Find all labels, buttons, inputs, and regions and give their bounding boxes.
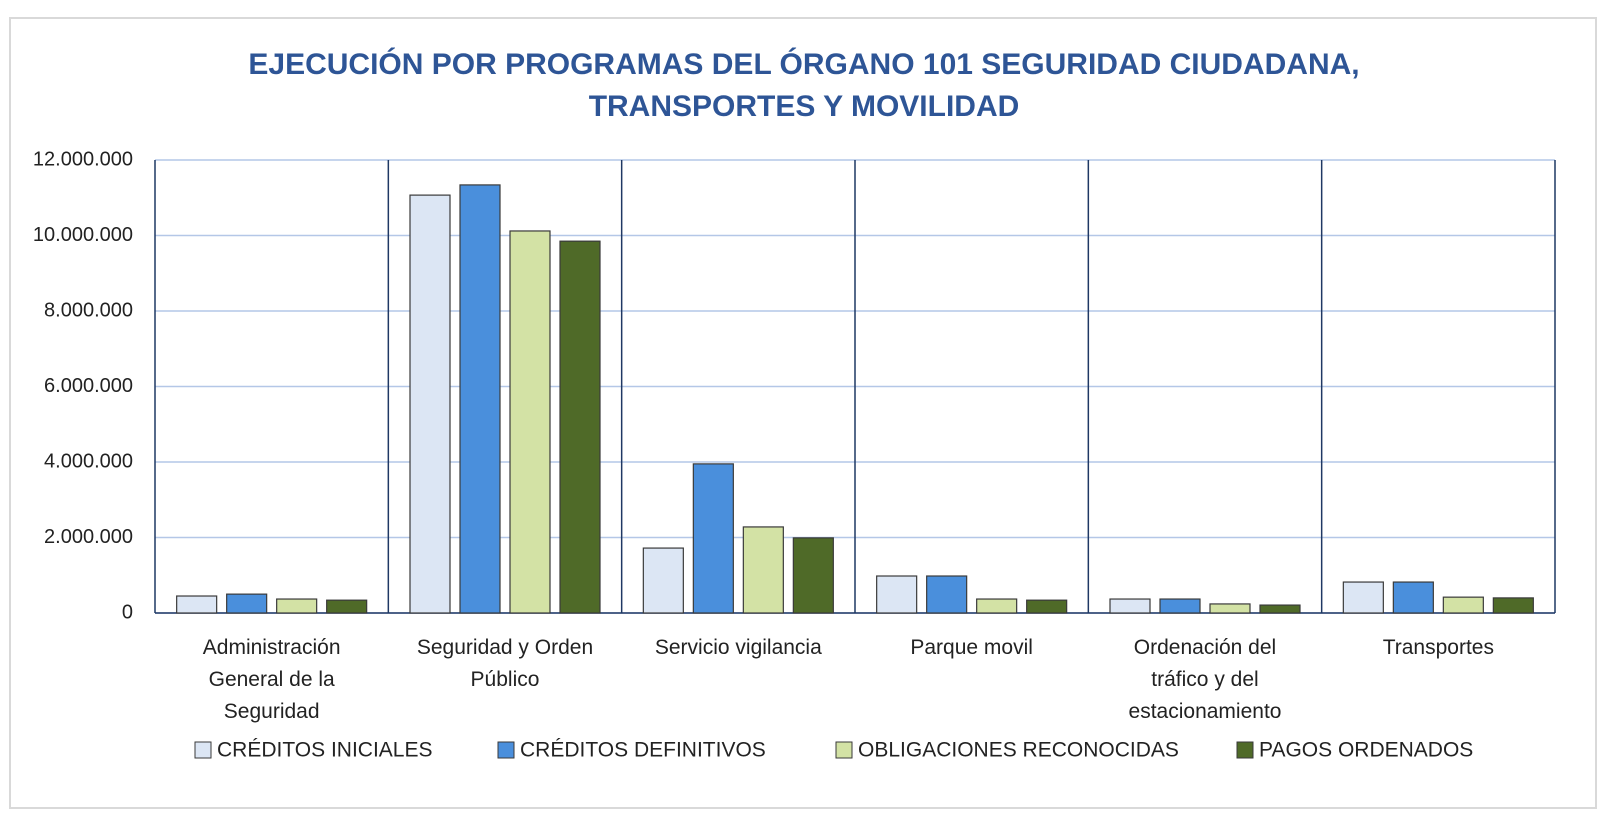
bar <box>326 599 368 614</box>
x-tick-label: Transportes <box>1382 636 1494 659</box>
bar <box>642 547 684 614</box>
bar <box>692 463 734 614</box>
x-tick-label: Ordenación del tráfico y del estacionami… <box>1128 636 1282 723</box>
bar <box>1159 598 1201 614</box>
bar <box>1342 581 1384 614</box>
y-tick-label: 2.000.000 <box>44 526 133 548</box>
bar <box>792 537 834 614</box>
bar <box>559 240 601 614</box>
legend-swatch <box>194 741 212 759</box>
x-tick-label: Parque movil <box>910 636 1033 659</box>
chart-title: EJECUCIÓN POR PROGRAMAS DEL ÓRGANO 101 S… <box>248 48 1360 123</box>
y-tick-label: 4.000.000 <box>44 450 133 472</box>
legend-label: PAGOS ORDENADOS <box>1259 739 1473 762</box>
bar <box>1259 604 1301 614</box>
x-tick-label: Administración General de la Seguridad <box>202 636 341 723</box>
y-tick-label: 8.000.000 <box>44 299 133 321</box>
y-tick-label: 0 <box>122 601 133 623</box>
bar <box>1209 603 1251 614</box>
legend-swatch <box>497 741 515 759</box>
y-tick-label: 12.000.000 <box>33 148 133 170</box>
bar <box>1026 599 1068 614</box>
legend-swatch <box>1236 741 1254 759</box>
bar <box>876 575 918 614</box>
bar <box>1492 597 1534 614</box>
bar <box>1392 581 1434 614</box>
bar <box>176 595 218 614</box>
title-box: EJECUCIÓN POR PROGRAMAS DEL ÓRGANO 101 S… <box>0 44 1608 128</box>
y-tick-label: 10.000.000 <box>33 224 133 246</box>
bar <box>509 230 551 614</box>
bar <box>1442 596 1484 614</box>
y-tick-label: 6.000.000 <box>44 375 133 397</box>
chart-frame <box>9 17 1597 809</box>
bar <box>276 598 318 614</box>
x-tick-label: Servicio vigilancia <box>654 636 822 659</box>
bar <box>459 184 501 614</box>
bar <box>226 593 268 614</box>
legend-swatch <box>835 741 853 759</box>
bar <box>742 526 784 614</box>
x-tick-label: Seguridad y Orden Público <box>416 636 594 691</box>
bar <box>976 598 1018 614</box>
bar <box>409 194 451 614</box>
bar <box>1109 598 1151 614</box>
legend-label: OBLIGACIONES RECONOCIDAS <box>858 739 1179 762</box>
bar <box>926 575 968 614</box>
legend-label: CRÉDITOS DEFINITIVOS <box>520 739 766 762</box>
legend-label: CRÉDITOS INICIALES <box>217 739 433 762</box>
